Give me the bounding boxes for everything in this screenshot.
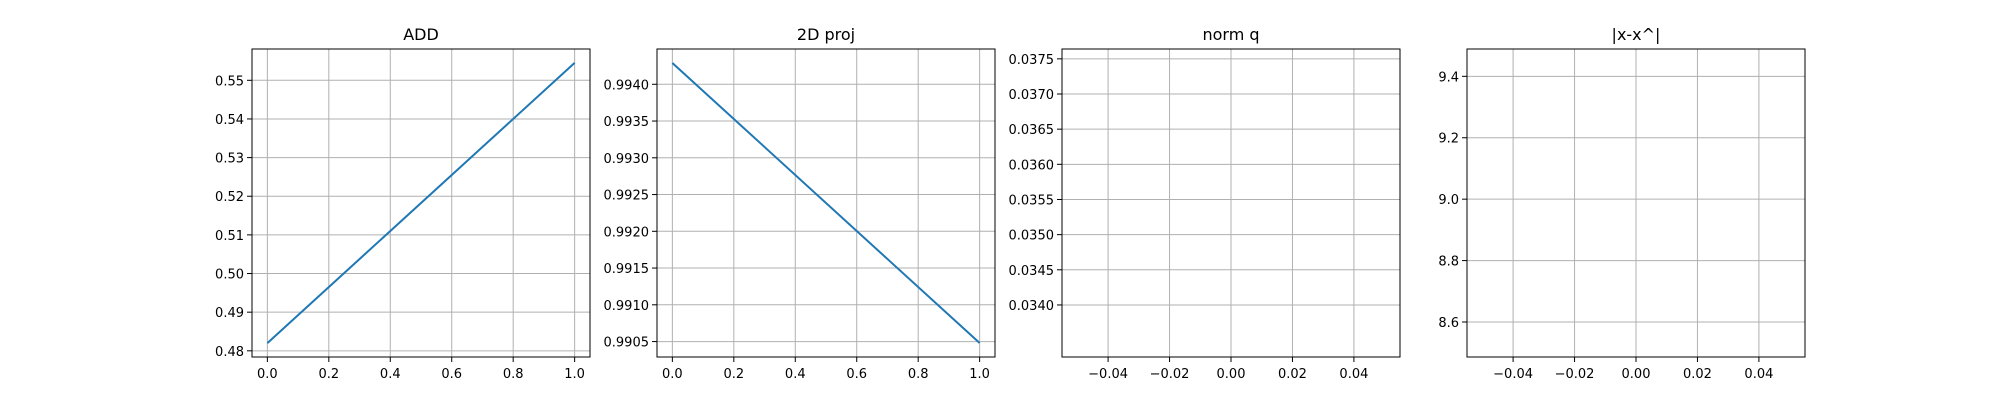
y-tick-label: 0.0340 <box>1009 299 1055 314</box>
x-tick-label: 0.0 <box>257 367 278 382</box>
chart-title: |x-x^| <box>1612 25 1661 44</box>
y-tick-label: 0.9940 <box>604 78 650 93</box>
series-line-1 <box>266 62 576 344</box>
y-tick-label: 0.50 <box>215 268 244 283</box>
x-tick-label: −0.04 <box>1088 367 1128 382</box>
y-tick-label: 8.6 <box>1438 316 1459 331</box>
x-tick-label: 0.04 <box>1339 367 1368 382</box>
y-tick-label: 0.0355 <box>1009 193 1055 208</box>
y-tick-label: 9.2 <box>1438 132 1459 147</box>
x-tick-label: 0.6 <box>441 367 462 382</box>
x-tick-label: 1.0 <box>564 367 585 382</box>
x-tick-label: 0.8 <box>908 367 929 382</box>
x-tick-label: 0.02 <box>1683 367 1712 382</box>
y-tick-label: 8.8 <box>1438 255 1459 270</box>
chart-panel-4: −0.04 −0.02 0.00 0.02 0.04 8.6 8.8 9.0 9.2 9.4 |x-… <box>1438 25 1806 382</box>
x-tick-label: −0.02 <box>1555 367 1595 382</box>
x-tick-label: −0.04 <box>1493 367 1533 382</box>
chart-title: ADD <box>403 25 439 44</box>
x-tick-label: 0.04 <box>1744 367 1773 382</box>
x-tick-label: 0.00 <box>1217 367 1246 382</box>
chart-panel-2: 0.0 0.2 0.4 0.6 0.8 1.0 0.9905 0.9910 0.9915 0.99… <box>604 25 996 382</box>
axes-frame <box>656 48 996 358</box>
y-tick-label: 0.49 <box>215 306 244 321</box>
y-tick-label: 0.52 <box>215 190 244 205</box>
x-tick-label: −0.02 <box>1150 367 1190 382</box>
chart-title: norm q <box>1202 25 1259 44</box>
chart-panel-1: 0.0 0.2 0.4 0.6 0.8 1.0 0.48 0.49 0.50 0.51 0.52 0.… <box>215 25 591 382</box>
y-tick-label: 0.9925 <box>604 189 650 204</box>
x-tick-label: 0.00 <box>1622 367 1651 382</box>
x-tick-label: 0.8 <box>503 367 524 382</box>
y-tick-label: 0.0360 <box>1009 158 1055 173</box>
chart-panel-3: −0.04 −0.02 0.00 0.02 0.04 0.0340 0.0345 0.0350… <box>1009 25 1401 382</box>
y-tick-label: 0.0370 <box>1009 88 1055 103</box>
axes-frame <box>1466 48 1806 358</box>
x-tick-label: 0.02 <box>1278 367 1307 382</box>
y-tick-label: 9.0 <box>1438 193 1459 208</box>
axes-frame <box>1061 48 1401 358</box>
y-tick-label: 0.48 <box>215 345 244 360</box>
y-tick-label: 9.4 <box>1438 70 1459 85</box>
y-tick-label: 0.0365 <box>1009 123 1055 138</box>
y-tick-label: 0.0345 <box>1009 264 1055 279</box>
series-line-1 <box>671 62 981 344</box>
y-tick-label: 0.51 <box>215 229 244 244</box>
y-tick-label: 0.55 <box>215 74 244 89</box>
x-tick-label: 0.2 <box>318 367 339 382</box>
x-tick-label: 0.4 <box>380 367 401 382</box>
y-tick-label: 0.9930 <box>604 152 650 167</box>
y-tick-label: 0.0350 <box>1009 229 1055 244</box>
x-tick-label: 1.0 <box>969 367 990 382</box>
x-tick-label: 0.2 <box>723 367 744 382</box>
y-tick-label: 0.9915 <box>604 262 650 277</box>
chart-title: 2D proj <box>797 25 855 44</box>
y-tick-label: 0.9905 <box>604 336 650 351</box>
y-tick-label: 0.54 <box>215 113 244 128</box>
y-tick-label: 0.0375 <box>1009 53 1055 68</box>
x-tick-label: 0.4 <box>785 367 806 382</box>
y-tick-label: 0.53 <box>215 152 244 167</box>
y-tick-label: 0.9920 <box>604 225 650 240</box>
axes-frame <box>251 48 591 358</box>
y-tick-label: 0.9910 <box>604 299 650 314</box>
y-tick-label: 0.9935 <box>604 115 650 130</box>
x-tick-label: 0.0 <box>662 367 683 382</box>
x-tick-label: 0.6 <box>846 367 867 382</box>
